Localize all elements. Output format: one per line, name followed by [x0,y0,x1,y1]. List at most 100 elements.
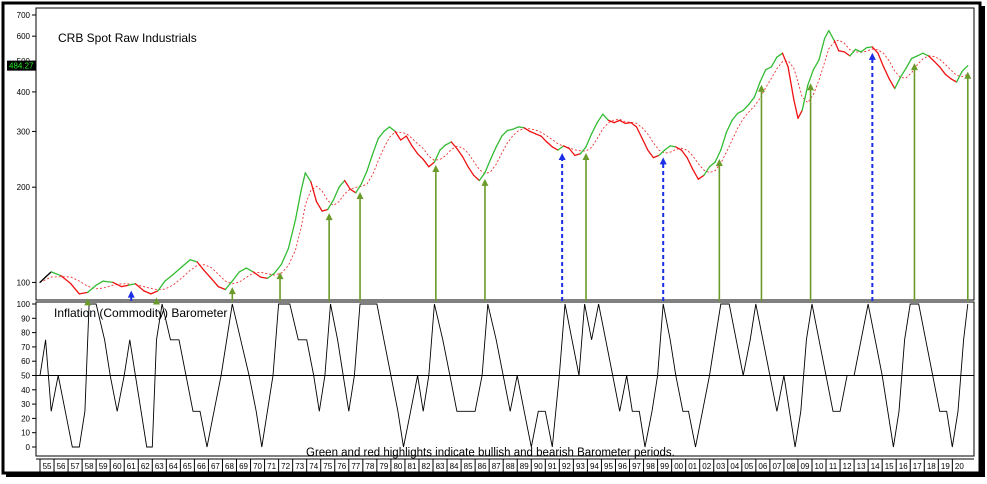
barometer-y-tick-label: 10 [21,429,30,438]
x-tick-label: 62 [141,462,150,471]
price-segment [134,283,145,292]
x-tick-label: 67 [211,462,220,471]
x-tick-label: 05 [744,462,753,471]
x-tick-label: 63 [155,462,164,471]
barometer-y-tick-label: 30 [21,400,30,409]
barometer-y-tick-label: 40 [21,386,30,395]
x-tick-label: 87 [492,462,501,471]
barometer-y-tick-label: 20 [21,414,30,423]
bearish-arrow-head [558,152,566,160]
x-tick-label: 86 [478,462,487,471]
price-segment [877,52,885,68]
x-tick-label: 58 [85,462,94,471]
x-tick-label: 64 [169,462,178,471]
price-segment [736,109,744,115]
price-segment [428,161,436,168]
price-segment [579,146,587,155]
barometer-panel [35,301,975,457]
price-segment [742,103,750,111]
price-segment [955,70,963,83]
x-tick-label: 72 [281,462,290,471]
x-tick-label: 97 [632,462,641,471]
price-segment [944,73,952,80]
price-segment [506,128,514,132]
price-segment [854,48,862,53]
price-y-tick-label: 600 [17,32,31,41]
price-segment [112,281,123,288]
price-segment [882,66,890,80]
price-segment [807,69,815,86]
x-tick-label: 07 [772,462,781,471]
price-segment [383,126,391,133]
last-value-label: 484.27 [9,62,34,71]
x-tick-label: 69 [239,462,248,471]
price-segment [120,284,130,288]
price-segment [596,113,604,124]
price-segment [888,78,896,90]
x-tick-label: 66 [197,462,206,471]
price-segment [793,98,799,119]
price-segment [439,144,447,151]
price-segment [388,126,396,133]
price-segment [765,66,772,71]
price-segment [164,273,174,282]
bullish-arrow-head [910,63,918,71]
x-tick-label: 75 [323,462,332,471]
price-segment [922,52,930,57]
price-segment [332,186,340,201]
price-segment [833,40,840,52]
price-segment [933,60,941,68]
price-segment [203,269,212,280]
price-segment [78,291,89,295]
price-segment [568,147,576,157]
x-tick-label: 13 [857,462,866,471]
price-segment [590,121,598,135]
x-tick-label: 70 [253,462,262,471]
price-segment [349,188,357,194]
price-segment [669,145,677,148]
price-segment [720,131,728,151]
x-tick-label: 09 [801,462,810,471]
x-tick-label: 10 [815,462,824,471]
price-segment [394,130,402,141]
x-tick-label: 88 [506,462,515,471]
frame-shadow-right [980,6,985,476]
price-segment [635,126,643,140]
price-segment [259,276,269,280]
signal-arrows [84,52,972,306]
price-segment [686,156,694,170]
price-segment [377,130,385,140]
x-tick-label: 98 [646,462,655,471]
price-segment [189,259,198,263]
price-segment [905,57,913,69]
bullish-arrow-head [84,298,92,306]
price-segment [517,126,525,129]
price-y-tick-label: 700 [17,11,31,20]
x-tick-label: 83 [436,462,445,471]
price-segment [703,166,711,176]
price-segment [725,119,733,134]
price-segment [939,66,946,75]
barometer-y-tick-label: 80 [21,329,30,338]
x-tick-label: 19 [941,462,950,471]
price-y-tick-label: 400 [17,88,31,97]
bearish-arrow-head [659,157,667,165]
x-tick-label: 57 [71,462,80,471]
x-tick-label: 00 [674,462,683,471]
x-tick-label: 12 [843,462,852,471]
price-y-tick-label: 300 [17,127,31,136]
price-segment [372,137,379,155]
x-tick-label: 99 [660,462,669,471]
price-segment [143,290,152,295]
barometer-series [39,303,969,448]
x-tick-label: 60 [113,462,122,471]
price-segment [422,158,430,168]
price-segment [39,276,47,284]
price-segment [238,267,247,273]
price-segment [619,119,626,125]
price-y-axis: 100200300400500600700 [17,11,36,287]
price-segment [647,149,655,159]
price-segment [787,66,795,100]
